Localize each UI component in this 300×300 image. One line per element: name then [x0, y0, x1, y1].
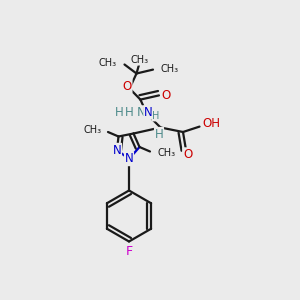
Text: CH₃: CH₃ — [130, 55, 148, 65]
Text: O: O — [123, 80, 132, 93]
Text: OH: OH — [202, 117, 220, 130]
Text: H – N: H – N — [115, 106, 146, 119]
Text: N: N — [144, 106, 153, 119]
Text: CH₃: CH₃ — [160, 64, 178, 74]
Text: H: H — [125, 106, 134, 119]
Text: F: F — [125, 244, 133, 258]
Text: N: N — [124, 152, 134, 166]
Text: O: O — [161, 89, 170, 102]
Text: H: H — [154, 128, 164, 141]
Text: N: N — [112, 143, 122, 157]
Text: CH₃: CH₃ — [158, 148, 175, 158]
Text: O: O — [183, 148, 192, 161]
Text: CH₃: CH₃ — [84, 125, 102, 136]
Text: CH₃: CH₃ — [99, 58, 117, 68]
Text: H: H — [152, 111, 160, 121]
